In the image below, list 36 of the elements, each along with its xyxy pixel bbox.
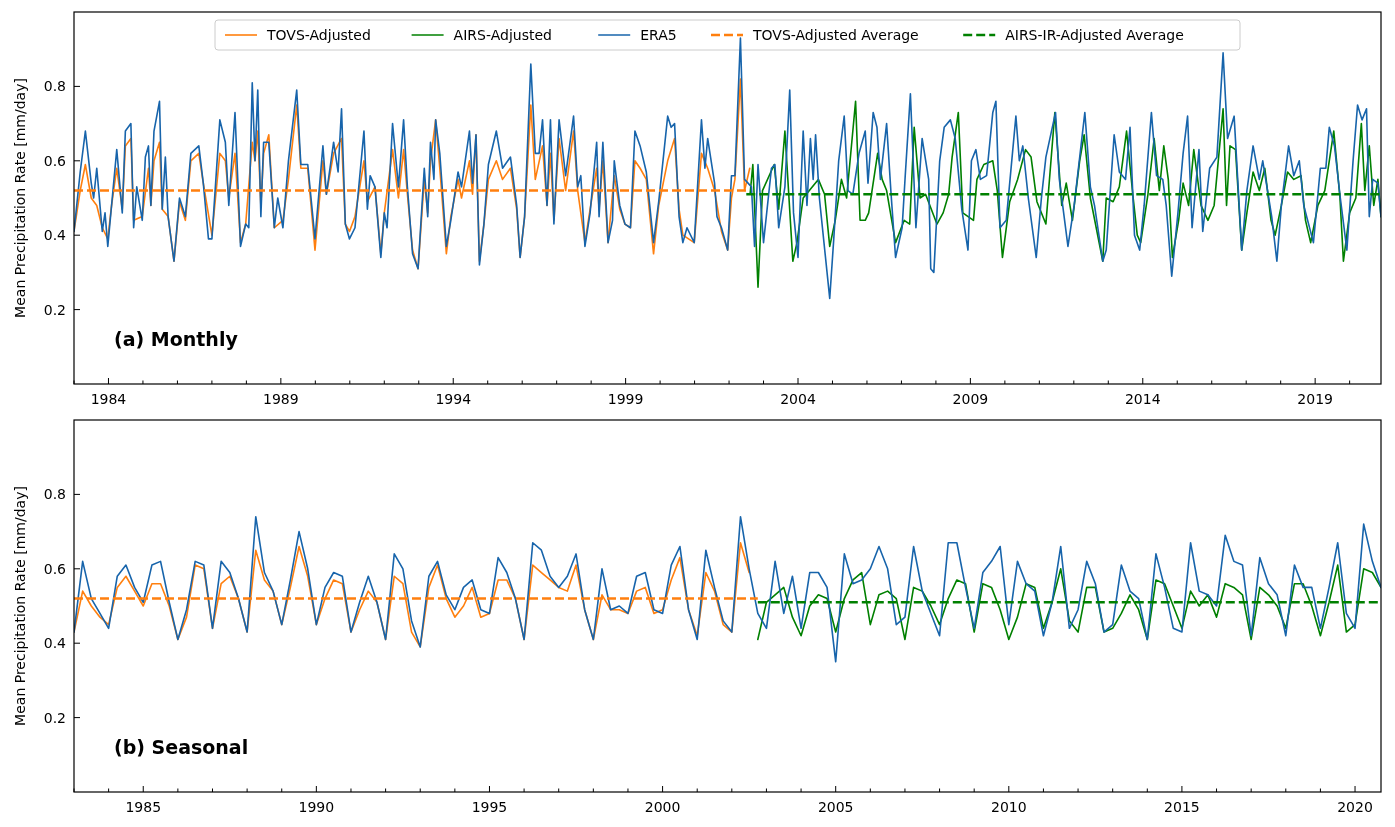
legend-label: ERA5 <box>640 27 677 43</box>
line-series <box>74 515 1381 663</box>
annotation: (a) Monthly <box>114 328 239 350</box>
x-tick-label: 1984 <box>90 391 127 407</box>
x-tick-label: 1994 <box>435 391 472 407</box>
x-tick-label: 2009 <box>952 391 989 407</box>
y-tick-label: 0.4 <box>43 635 67 652</box>
x-tick-label: 2000 <box>644 799 681 815</box>
y-tick-label: 0.2 <box>43 709 66 726</box>
x-tick-label: 2015 <box>1164 799 1200 815</box>
x-tick-label: 2019 <box>1297 391 1333 407</box>
x-tick-label: 1985 <box>125 799 162 815</box>
x-tick-label: 2010 <box>990 799 1027 815</box>
legend-label: TOVS-Adjusted Average <box>752 27 919 43</box>
x-tick-label: 1999 <box>607 391 644 407</box>
y-tick-label: 0.4 <box>43 227 67 244</box>
legend-label: AIRS-Adjusted <box>453 27 552 43</box>
annotation: (b) Seasonal <box>114 736 249 758</box>
x-tick-label: 2014 <box>1124 391 1161 407</box>
y-tick-label: 0.8 <box>43 486 66 503</box>
y-tick-label: 0.8 <box>43 78 66 95</box>
x-tick-label: 1989 <box>263 391 299 407</box>
legend-label: TOVS-Adjusted <box>266 27 371 43</box>
x-tick-label: 1995 <box>471 799 508 815</box>
x-tick-label: 2004 <box>780 391 816 407</box>
x-tick-label: 2005 <box>817 799 854 815</box>
y-tick-label: 0.2 <box>43 301 66 318</box>
y-axis-title: Mean Precipitation Rate [mm/day] <box>12 78 28 318</box>
line-series <box>749 100 1381 289</box>
x-tick-label: 1990 <box>298 799 335 815</box>
y-tick-label: 0.6 <box>43 152 67 169</box>
y-axis-title: Mean Precipitation Rate [mm/day] <box>12 486 28 726</box>
y-tick-label: 0.6 <box>43 560 67 577</box>
x-tick-label: 2020 <box>1337 799 1373 815</box>
line-series <box>757 564 1381 641</box>
legend-label: AIRS-IR-Adjusted Average <box>1005 27 1184 43</box>
